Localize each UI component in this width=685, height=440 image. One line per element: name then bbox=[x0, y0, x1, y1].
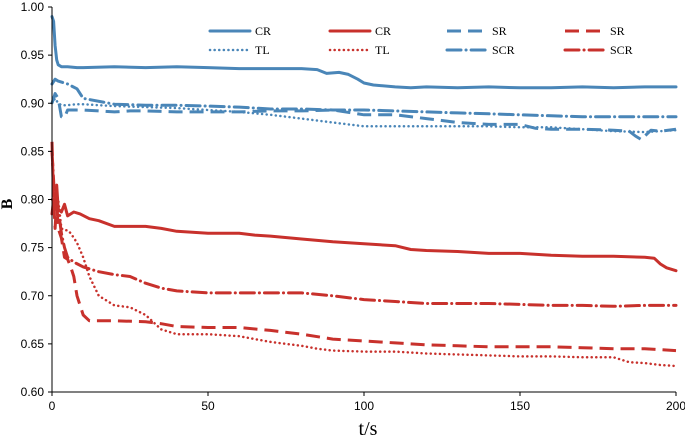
y-tick-label: 0.65 bbox=[21, 337, 45, 351]
y-tick-label: 0.80 bbox=[21, 193, 45, 207]
series-line-tl-blue bbox=[50, 97, 678, 134]
y-ticks: 0.60 0.65 0.70 0.75 0.80 0.85 0.90 0.95 1.00 bbox=[21, 0, 52, 399]
y-tick-label: 0.95 bbox=[21, 48, 45, 62]
series-line-scr-blue bbox=[50, 77, 678, 119]
legend-label-scr-blue: SCR bbox=[492, 43, 515, 57]
x-tick-label: 0 bbox=[49, 399, 56, 413]
legend: CR CR SR SR TL TL SCR SCR bbox=[208, 24, 633, 57]
series-line-sr-blue bbox=[50, 92, 677, 142]
y-tick-label: 0.90 bbox=[21, 96, 45, 110]
y-tick-label: 1.00 bbox=[21, 0, 45, 14]
series-line-tl-red bbox=[50, 188, 678, 368]
x-tick-label: 50 bbox=[201, 399, 215, 413]
x-tick-label: 100 bbox=[354, 399, 374, 413]
legend-label-sr-red: SR bbox=[610, 24, 625, 38]
y-tick-label: 0.70 bbox=[21, 289, 45, 303]
x-tick-label: 200 bbox=[666, 399, 685, 413]
legend-label-sr-blue: SR bbox=[492, 24, 507, 38]
legend-label-tl-blue: TL bbox=[255, 43, 270, 57]
y-tick-label: 0.60 bbox=[21, 385, 45, 399]
legend-label-tl-red: TL bbox=[375, 43, 390, 57]
x-axis-title: t/s bbox=[359, 418, 378, 440]
series-line-scr-red bbox=[50, 149, 678, 308]
series-line-cr-red bbox=[50, 183, 678, 273]
legend-label-cr-blue: CR bbox=[255, 24, 271, 38]
axes bbox=[51, 7, 676, 393]
x-tick-label: 150 bbox=[510, 399, 530, 413]
y-tick-label: 0.85 bbox=[21, 144, 45, 158]
x-ticks: 0 50 100 150 200 bbox=[49, 392, 685, 413]
y-tick-label: 0.75 bbox=[21, 241, 45, 255]
series-line-cr-blue bbox=[50, 15, 678, 90]
legend-label-scr-red: SCR bbox=[610, 43, 633, 57]
series-line-sr-red bbox=[50, 141, 677, 353]
plot-lines bbox=[50, 15, 678, 368]
legend-label-cr-red: CR bbox=[375, 24, 391, 38]
y-axis-title: B bbox=[0, 198, 16, 209]
